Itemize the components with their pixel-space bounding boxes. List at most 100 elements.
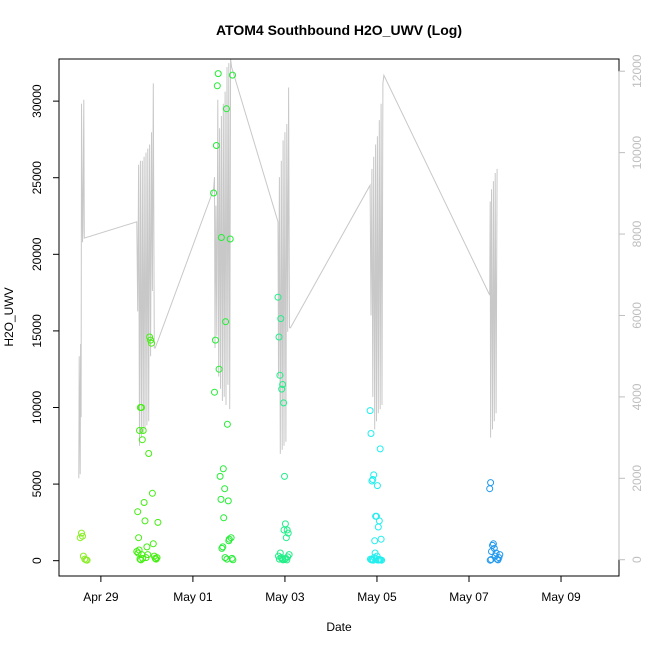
data-point [148, 489, 156, 497]
data-point [210, 189, 218, 197]
data-point [490, 544, 498, 552]
y-tick-label: 5000 [30, 470, 44, 497]
y2-tick-label: 0 [630, 556, 644, 563]
data-point [489, 540, 497, 548]
data-point [212, 142, 220, 149]
data-point [371, 537, 379, 545]
data-point [378, 556, 386, 564]
data-point [282, 554, 290, 562]
data-point [277, 315, 285, 323]
data-point [284, 553, 292, 561]
data-point [213, 82, 221, 90]
data-point [280, 526, 288, 534]
data-point [226, 235, 234, 243]
y-tick-label: 0 [30, 557, 44, 564]
y2-tick-label: 8000 [630, 220, 644, 247]
data-point [278, 385, 286, 393]
data-point [137, 404, 145, 411]
data-point [228, 554, 236, 562]
data-point [78, 529, 85, 537]
data-point [275, 333, 283, 341]
y-tick-label: 20000 [30, 237, 44, 271]
chart-title: ATOM4 Southbound H2O_UWV (Log) [216, 22, 462, 38]
secondary-series-layer [78, 58, 498, 479]
data-point [229, 71, 236, 79]
data-point [217, 495, 225, 503]
data-point [212, 336, 219, 344]
data-point [375, 517, 383, 525]
x-axis-label: Date [326, 620, 352, 634]
data-point [136, 427, 143, 434]
data-point [221, 485, 229, 493]
data-point [496, 551, 504, 559]
data-point [376, 445, 384, 453]
data-point [136, 555, 144, 563]
y2-tick-label: 4000 [630, 383, 644, 410]
data-point [283, 526, 291, 534]
data-point [377, 535, 385, 543]
data-point [141, 517, 149, 525]
y2-tick-label: 12000 [630, 54, 644, 88]
data-point [369, 476, 377, 483]
data-point [495, 554, 503, 562]
data-point [219, 465, 227, 473]
data-point [366, 407, 374, 415]
data-point [134, 549, 142, 557]
data-point [283, 556, 291, 564]
data-point [274, 293, 282, 301]
data-point [149, 540, 157, 548]
data-point [147, 336, 155, 344]
data-point [282, 534, 290, 542]
data-point [367, 430, 375, 437]
data-point [216, 472, 224, 480]
y-tick-label: 25000 [30, 161, 44, 195]
data-point [223, 105, 230, 113]
x-tick-label: May 03 [265, 590, 305, 604]
x-tick-label: Apr 29 [83, 590, 119, 604]
data-point [139, 427, 147, 434]
data-point [279, 381, 287, 388]
data-point [211, 388, 218, 396]
data-point [221, 554, 229, 562]
data-point [219, 543, 227, 551]
data-point [487, 479, 495, 487]
data-point [146, 333, 154, 341]
data-point [140, 499, 148, 506]
y-tick-label: 30000 [30, 84, 44, 118]
data-point [134, 508, 142, 516]
data-point [217, 234, 225, 241]
y-tick-label: 10000 [30, 390, 44, 424]
y2-tick-label: 6000 [630, 302, 644, 329]
data-point [281, 472, 288, 480]
data-point [138, 436, 146, 444]
secondary-series-line [78, 58, 498, 479]
data-point [153, 554, 161, 562]
data-point [223, 555, 231, 563]
data-point [276, 549, 284, 557]
x-tick-label: May 09 [541, 590, 581, 604]
data-point [220, 514, 228, 522]
data-point [373, 482, 381, 490]
data-point [222, 318, 230, 326]
data-point [139, 554, 147, 562]
data-point [152, 555, 160, 563]
data-point [224, 497, 232, 505]
y-tick-label: 15000 [30, 314, 44, 348]
data-point [225, 537, 233, 545]
data-point [138, 551, 146, 559]
data-point [276, 371, 284, 379]
x-tick-label: May 07 [449, 590, 489, 604]
data-point [487, 556, 495, 563]
data-point [223, 420, 231, 428]
data-point [368, 477, 376, 485]
y2-tick-label: 2000 [630, 465, 644, 492]
data-point [83, 556, 91, 564]
data-point [148, 339, 155, 347]
y2-tick-label: 10000 [630, 136, 644, 170]
data-point [143, 543, 151, 551]
y-axis-label: H2O_UWV [2, 287, 16, 346]
data-point [215, 365, 223, 373]
axes-layer: Apr 29 May 01 May 03 May 05 May 07 May 09 0 500… [30, 54, 644, 604]
